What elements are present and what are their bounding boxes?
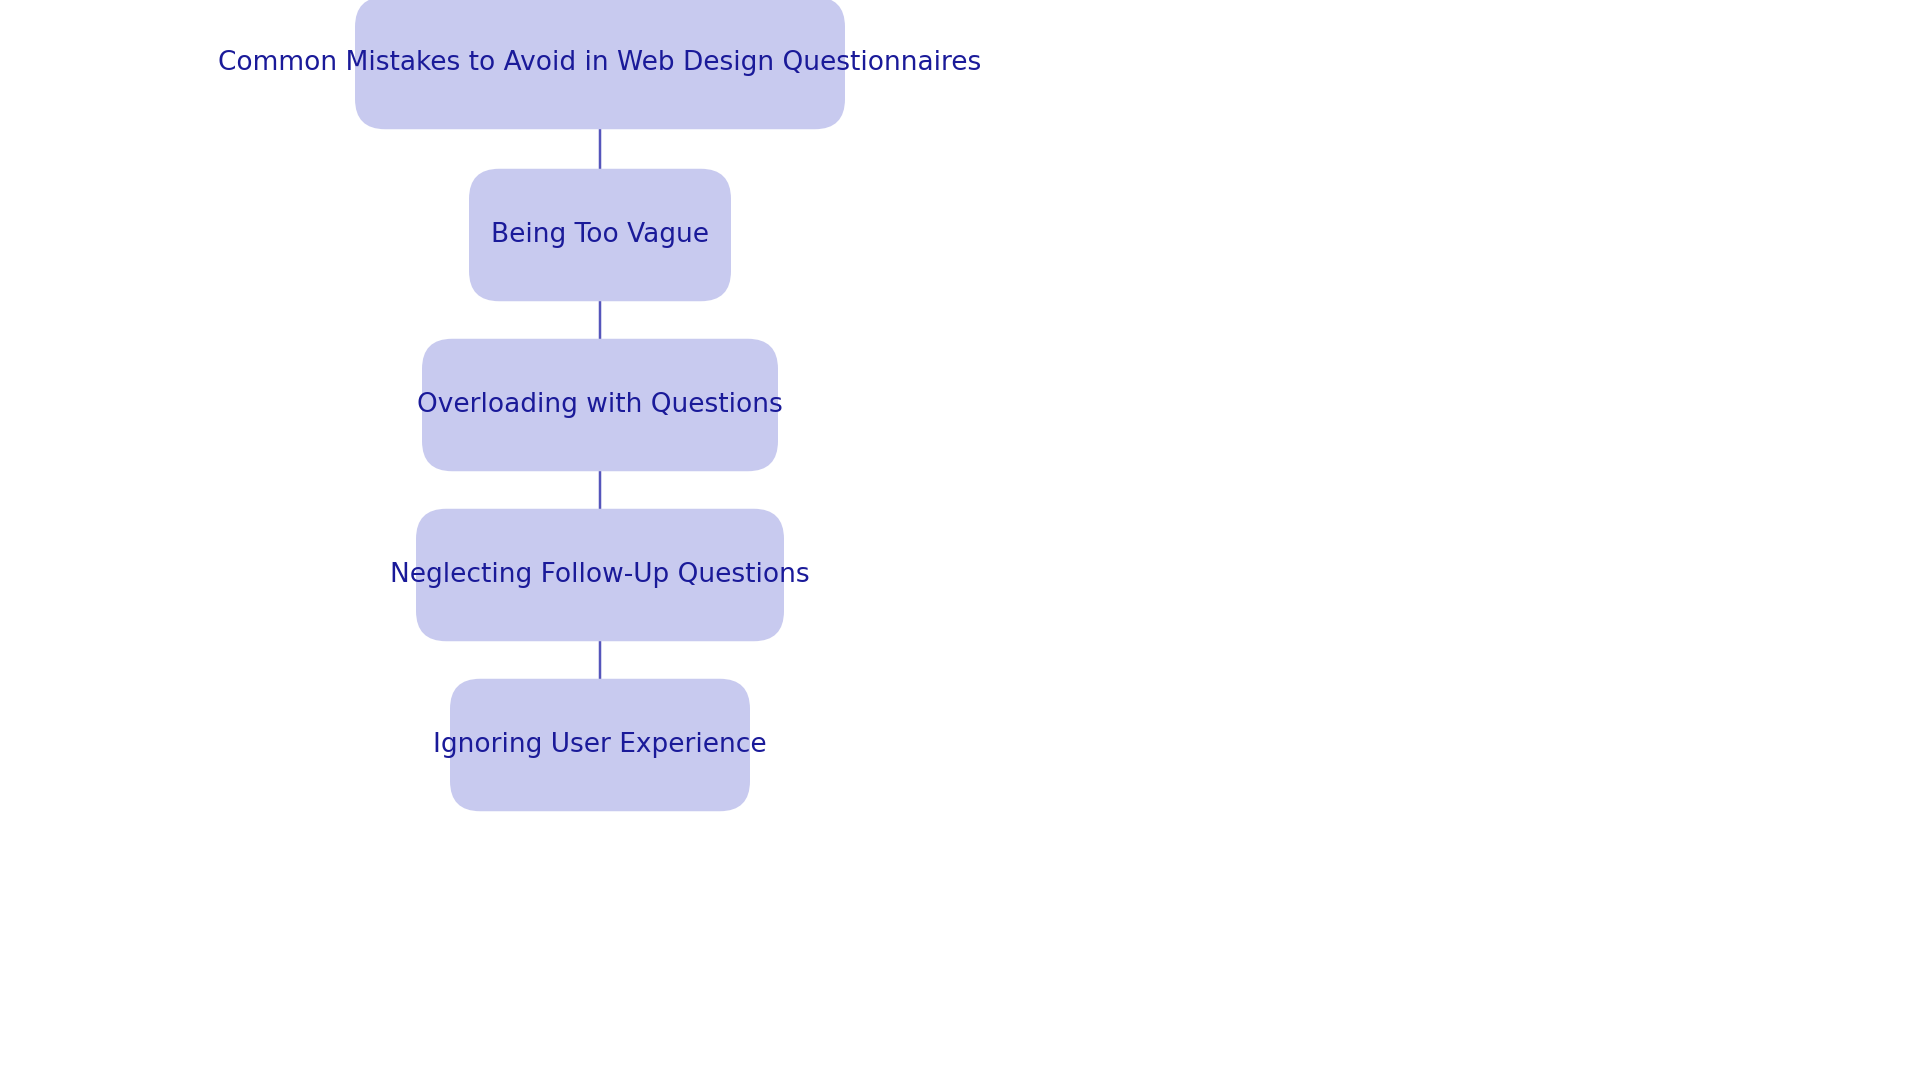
Text: Common Mistakes to Avoid in Web Design Questionnaires: Common Mistakes to Avoid in Web Design Q… [219, 50, 981, 76]
FancyBboxPatch shape [417, 509, 783, 641]
Text: Overloading with Questions: Overloading with Questions [417, 392, 783, 418]
FancyBboxPatch shape [449, 679, 751, 811]
FancyBboxPatch shape [422, 339, 778, 471]
FancyBboxPatch shape [468, 169, 732, 301]
FancyBboxPatch shape [355, 0, 845, 129]
Text: Ignoring User Experience: Ignoring User Experience [434, 732, 766, 758]
Text: Neglecting Follow-Up Questions: Neglecting Follow-Up Questions [390, 562, 810, 588]
Text: Being Too Vague: Being Too Vague [492, 222, 708, 248]
